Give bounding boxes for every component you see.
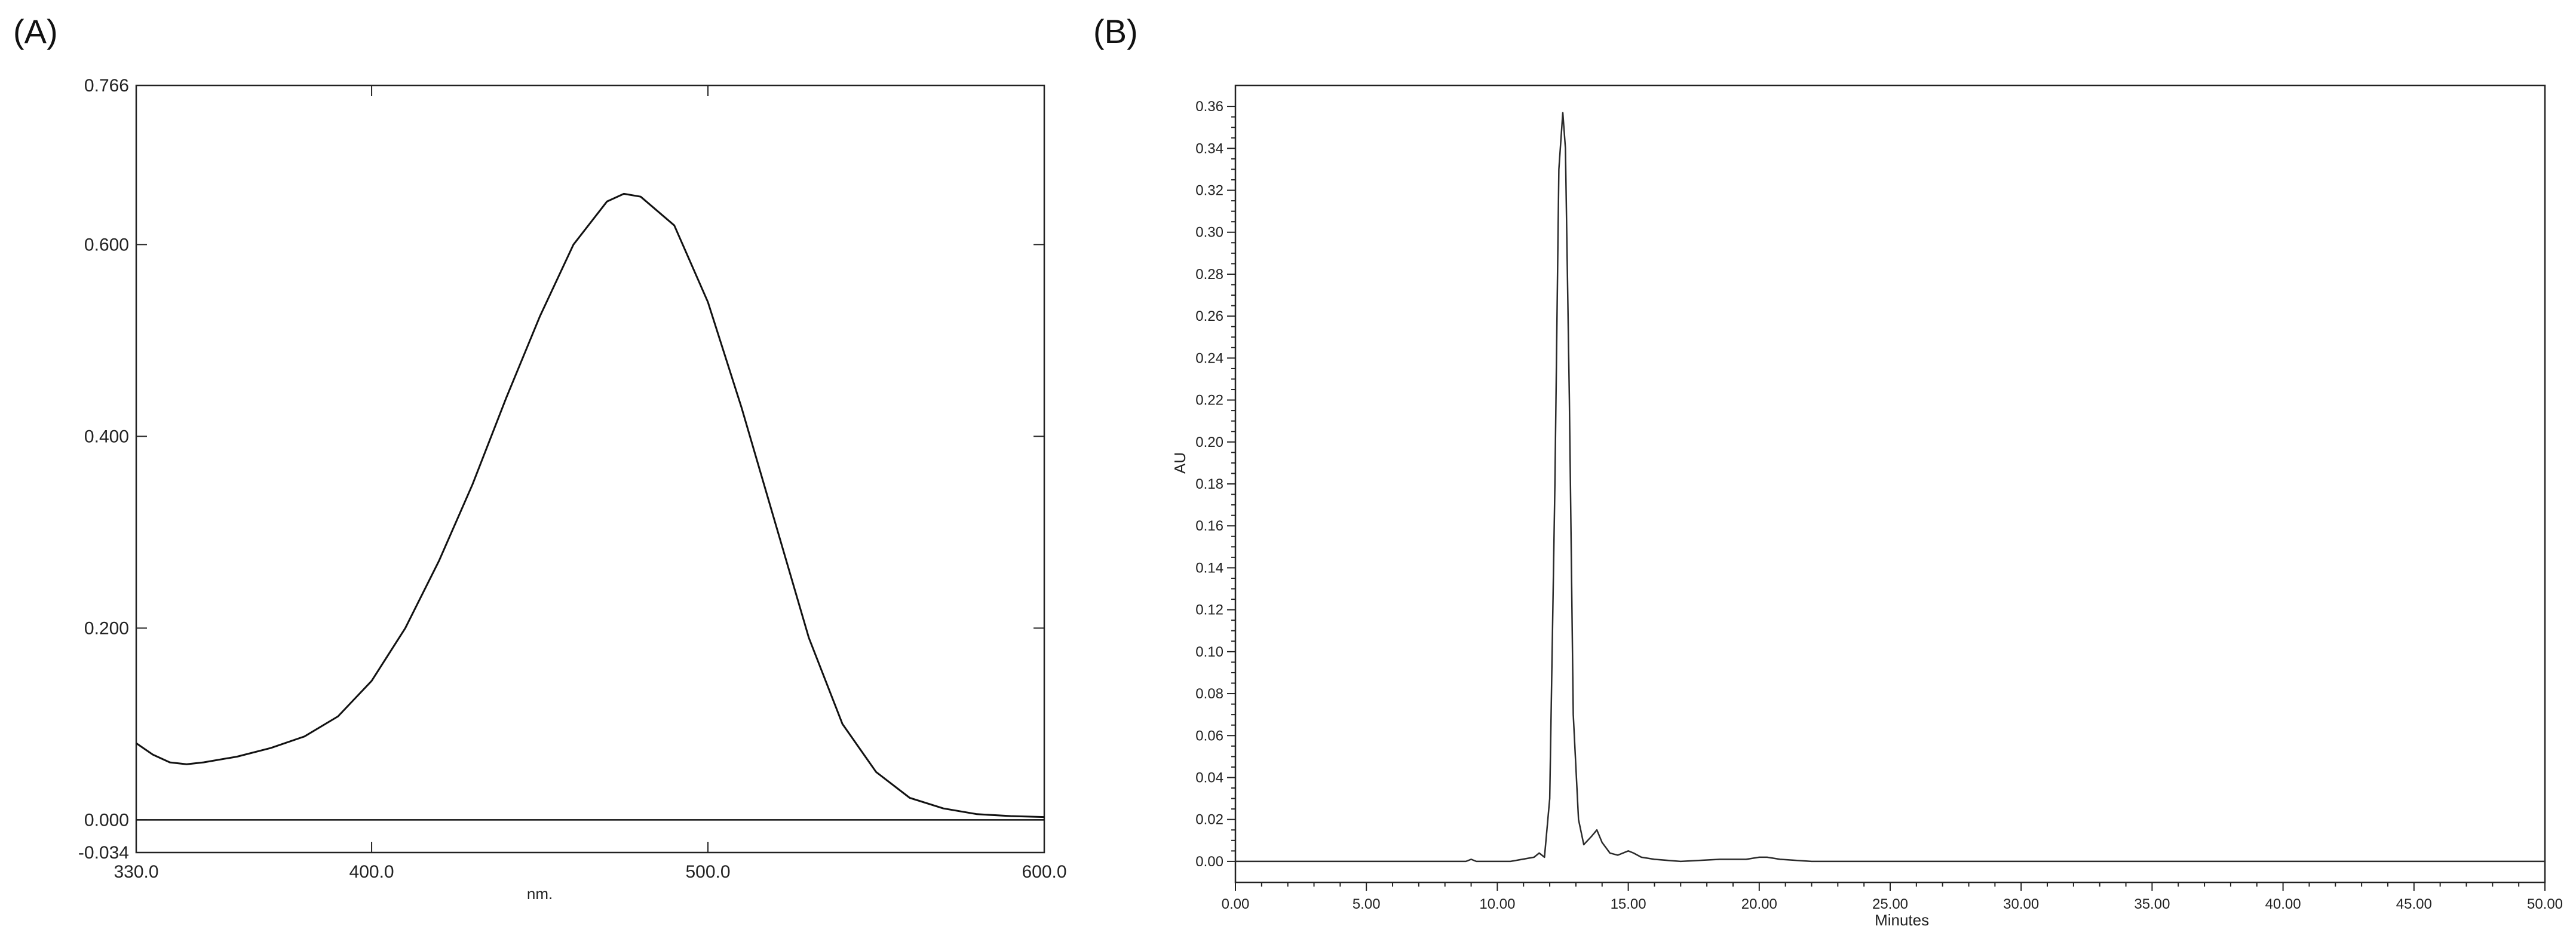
- y-tick-label-b: 0.20: [1195, 434, 1223, 450]
- y-tick-label-b: 0.18: [1195, 476, 1223, 492]
- x-tick-label-b: 40.00: [2265, 896, 2301, 912]
- y-tick-label-a: 0.600: [84, 235, 129, 255]
- x-tick-label-b: 20.00: [1741, 896, 1777, 912]
- y-tick-label-b: 0.08: [1195, 686, 1223, 702]
- x-tick-label-a: 330.0: [114, 862, 158, 882]
- x-axis-title-a: nm.: [527, 885, 553, 903]
- x-tick-label-a: 600.0: [1022, 862, 1066, 882]
- x-tick-label-b: 45.00: [2396, 896, 2432, 912]
- y-tick-label-a: 0.200: [84, 618, 129, 638]
- y-tick-label-b: 0.12: [1195, 602, 1223, 618]
- x-axis-title-b: Minutes: [1875, 911, 1929, 926]
- y-tick-label-b: 0.36: [1195, 99, 1223, 115]
- y-tick-label-b: 0.06: [1195, 728, 1223, 744]
- plot-frame-b: [1234, 84, 2546, 884]
- x-tick-label-a: 500.0: [685, 862, 730, 882]
- y-tick-label-b: 0.14: [1195, 560, 1223, 576]
- y-axis-title-b: AU: [1171, 452, 1189, 474]
- y-tick-label-b: 0.02: [1195, 812, 1223, 828]
- chart-b: 0.36 0.34 0.32 0.30 0.28 0.26 0.24 0.22 0.20 0.18…: [1171, 84, 2563, 926]
- panel-label-b: (B): [1093, 13, 1138, 50]
- y-tick-label-b: 0.32: [1195, 183, 1223, 199]
- x-tick-label-b: 25.00: [1872, 896, 1908, 912]
- plot-frame-a: [135, 84, 1045, 854]
- y-tick-label-b: 0.10: [1195, 644, 1223, 660]
- y-tick-label-b: 0.00: [1195, 854, 1223, 870]
- x-tick-label-b: 15.00: [1611, 896, 1646, 912]
- panel-label-a: (A): [13, 13, 58, 50]
- x-tick-label-b: 10.00: [1479, 896, 1515, 912]
- x-tick-label-b: 35.00: [2134, 896, 2170, 912]
- x-tick-label-b: 5.00: [1353, 896, 1381, 912]
- y-tick-label-a: 0.400: [84, 427, 129, 446]
- y-tick-label-b: 0.24: [1195, 350, 1223, 366]
- y-tick-label-a: 0.766: [84, 76, 129, 96]
- y-tick-label-b: 0.34: [1195, 140, 1223, 157]
- y-tick-label-b: 0.28: [1195, 266, 1223, 283]
- y-tick-label-b: 0.16: [1195, 518, 1223, 534]
- y-tick-label-b: 0.30: [1195, 225, 1223, 241]
- spectrum-line-a: [136, 192, 1045, 818]
- x-tick-label-b: 0.00: [1222, 896, 1250, 912]
- x-tick-label-b: 50.00: [2527, 896, 2563, 912]
- y-tick-label-b: 0.26: [1195, 308, 1223, 324]
- x-tick-label-a: 400.0: [349, 862, 394, 882]
- y-tick-label-a: 0.000: [84, 810, 129, 830]
- y-tick-label-b: 0.04: [1195, 769, 1223, 786]
- y-tick-label-b: 0.22: [1195, 393, 1223, 409]
- chromatogram-line-b: [1235, 112, 2545, 863]
- x-tick-label-b: 30.00: [2003, 896, 2039, 912]
- y-tick-label-a: -0.034: [78, 843, 129, 863]
